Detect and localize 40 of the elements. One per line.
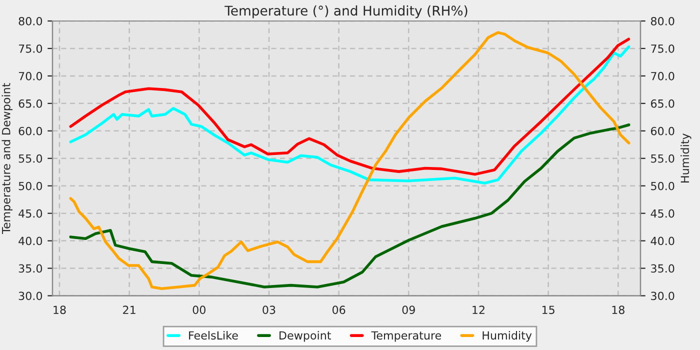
x-tick-label: 21 xyxy=(123,306,136,314)
legend-label: Humidity xyxy=(482,330,532,342)
y-tick-label: 40.0 xyxy=(18,236,42,246)
y-tick-label: 60.0 xyxy=(18,126,42,136)
y2-tick-label: 65.0 xyxy=(651,99,674,108)
legend-label: Dewpoint xyxy=(280,330,331,342)
y2-tick-label: 75.0 xyxy=(651,44,674,53)
x-tick-label: 06 xyxy=(332,306,346,314)
y-tick-label: 80.0 xyxy=(18,16,42,26)
x-tick-label: 18 xyxy=(54,306,66,314)
legend-label: FeelsLike xyxy=(189,330,238,340)
y2-tick-label: 30.0 xyxy=(651,292,674,300)
x-tick-label: 12 xyxy=(472,306,484,314)
y2-tick-label: 45.0 xyxy=(650,209,674,218)
x-tick-label: 15 xyxy=(542,306,554,314)
line-series xyxy=(69,123,630,288)
y2-tick-label: 50.0 xyxy=(651,182,674,190)
y2-axis-title: Humidity xyxy=(680,134,692,182)
x-tick-label: 00 xyxy=(192,306,206,314)
legend-label: Temperature xyxy=(371,331,442,342)
y2-tick-label: 40.0 xyxy=(650,236,674,246)
y2-tick-label: 80.0 xyxy=(650,16,674,26)
chart-title: Temperature (°) and Humidity (RH%) xyxy=(224,5,468,18)
y2-tick-label: 70.0 xyxy=(651,72,674,80)
y2-tick-label: 55.0 xyxy=(651,154,674,163)
x-tick-label: 09 xyxy=(402,306,415,314)
y-tick-label: 55.0 xyxy=(18,154,42,163)
y-axis-title: Temperature and Dewpoint xyxy=(2,83,12,234)
y-tick-label: 50.0 xyxy=(18,182,42,190)
y-tick-label: 35.0 xyxy=(18,264,42,273)
x-tick-label: 18 xyxy=(612,306,624,314)
y2-tick-label: 60.0 xyxy=(651,126,674,136)
y-tick-label: 65.0 xyxy=(18,99,42,108)
y-tick-label: 70.0 xyxy=(18,72,42,80)
y2-tick-label: 35.0 xyxy=(651,264,674,273)
y-tick-label: 75.0 xyxy=(18,44,42,53)
line-series xyxy=(69,31,630,290)
x-tick-label: 03 xyxy=(262,306,276,314)
y-tick-label: 45.0 xyxy=(18,209,42,218)
y-tick-label: 30.0 xyxy=(18,292,42,300)
